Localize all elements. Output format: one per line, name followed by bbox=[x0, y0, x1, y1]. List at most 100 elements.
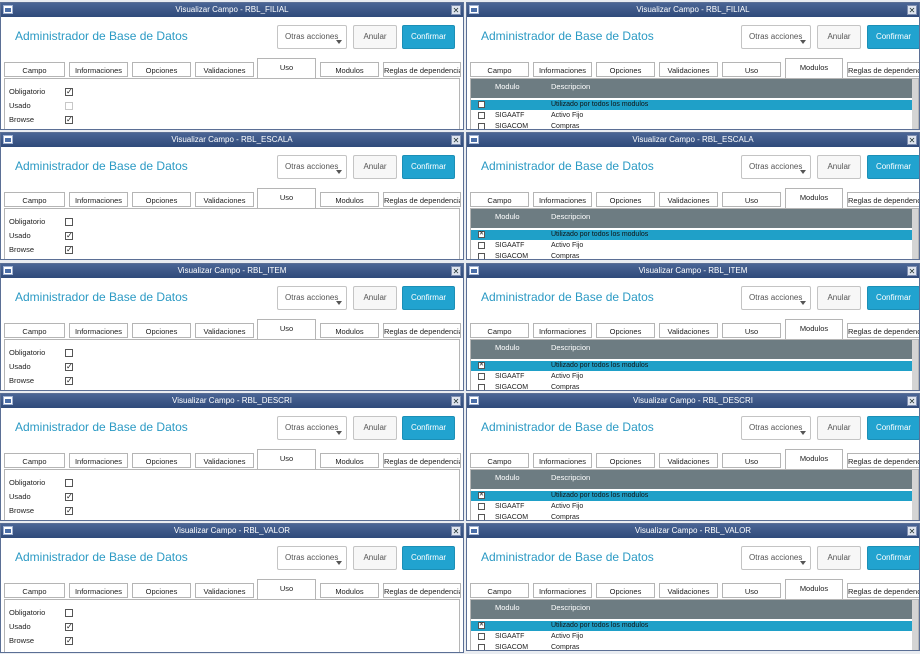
anular-button[interactable]: Anular bbox=[353, 25, 397, 49]
tab-validaciones[interactable]: Validaciones bbox=[195, 62, 254, 77]
otras-acciones-button[interactable]: Otras acciones bbox=[741, 286, 811, 310]
confirmar-button[interactable]: Confirmar bbox=[402, 155, 455, 179]
tab-modulos[interactable]: Modulos bbox=[785, 579, 843, 599]
checkbox-browse[interactable]: ✓ bbox=[65, 376, 73, 385]
table-row[interactable]: SIGACOM Compras bbox=[471, 252, 912, 259]
confirmar-button[interactable]: Confirmar bbox=[867, 155, 919, 179]
tab-opciones[interactable]: Opciones bbox=[132, 453, 191, 468]
close-icon[interactable]: ✕ bbox=[451, 135, 461, 145]
window-menu-icon[interactable] bbox=[3, 526, 13, 535]
tab-campo[interactable]: Campo bbox=[470, 62, 529, 77]
tab-reglas-de-dependencia[interactable]: Reglas de dependencia bbox=[847, 323, 919, 338]
tab-informaciones[interactable]: Informaciones bbox=[69, 192, 128, 207]
table-row[interactable]: SIGAATF Activo Fijo bbox=[471, 632, 912, 642]
window-menu-icon[interactable] bbox=[469, 396, 479, 405]
close-icon[interactable]: ✕ bbox=[451, 526, 461, 536]
otras-acciones-button[interactable]: Otras acciones bbox=[741, 155, 811, 179]
checkbox-obligatorio[interactable] bbox=[65, 349, 73, 357]
anular-button[interactable]: Anular bbox=[817, 25, 861, 49]
anular-button[interactable]: Anular bbox=[817, 155, 861, 179]
tab-validaciones[interactable]: Validaciones bbox=[195, 192, 254, 207]
tab-validaciones[interactable]: Validaciones bbox=[659, 323, 718, 338]
table-row[interactable]: SIGACOM Compras bbox=[471, 122, 912, 129]
tab-modulos[interactable]: Modulos bbox=[320, 192, 379, 207]
confirmar-button[interactable]: Confirmar bbox=[867, 416, 919, 440]
tab-opciones[interactable]: Opciones bbox=[132, 192, 191, 207]
tab-reglas-de-dependencia[interactable]: Reglas de dependencia bbox=[383, 323, 461, 338]
otras-acciones-button[interactable]: Otras acciones bbox=[741, 416, 811, 440]
tab-reglas-de-dependencia[interactable]: Reglas de dependencia bbox=[847, 62, 919, 77]
tab-validaciones[interactable]: Validaciones bbox=[659, 583, 718, 598]
vertical-scrollbar[interactable] bbox=[912, 209, 918, 259]
close-icon[interactable]: ✕ bbox=[907, 5, 917, 15]
confirmar-button[interactable]: Confirmar bbox=[867, 286, 919, 310]
tab-reglas-de-dependencia[interactable]: Reglas de dependencia bbox=[847, 192, 919, 207]
tab-validaciones[interactable]: Validaciones bbox=[195, 583, 254, 598]
table-row[interactable]: SIGAATF Activo Fijo bbox=[471, 111, 912, 121]
row-checkbox[interactable]: ✕ bbox=[478, 622, 485, 629]
tab-reglas-de-dependencia[interactable]: Reglas de dependencia bbox=[383, 583, 461, 598]
checkbox-usado[interactable]: ✓ bbox=[65, 362, 73, 371]
tab-opciones[interactable]: Opciones bbox=[596, 62, 655, 77]
tab-opciones[interactable]: Opciones bbox=[132, 323, 191, 338]
tab-informaciones[interactable]: Informaciones bbox=[533, 453, 592, 468]
row-checkbox[interactable] bbox=[478, 384, 485, 390]
tab-campo[interactable]: Campo bbox=[4, 583, 65, 598]
tab-campo[interactable]: Campo bbox=[4, 323, 65, 338]
tab-campo[interactable]: Campo bbox=[470, 453, 529, 468]
table-row[interactable]: SIGAATF Activo Fijo bbox=[471, 372, 912, 382]
window-menu-icon[interactable] bbox=[469, 5, 479, 14]
window-menu-icon[interactable] bbox=[3, 135, 13, 144]
close-icon[interactable]: ✕ bbox=[451, 266, 461, 276]
confirmar-button[interactable]: Confirmar bbox=[402, 546, 455, 570]
checkbox-browse[interactable]: ✓ bbox=[65, 245, 73, 254]
tab-opciones[interactable]: Opciones bbox=[596, 453, 655, 468]
window-menu-icon[interactable] bbox=[469, 266, 479, 275]
row-checkbox[interactable] bbox=[478, 503, 485, 510]
tab-informaciones[interactable]: Informaciones bbox=[533, 583, 592, 598]
table-row[interactable]: ✕ Utilizado por todos los modulos bbox=[471, 361, 912, 371]
tab-uso[interactable]: Uso bbox=[257, 58, 316, 78]
confirmar-button[interactable]: Confirmar bbox=[867, 25, 919, 49]
otras-acciones-button[interactable]: Otras acciones bbox=[741, 546, 811, 570]
vertical-scrollbar[interactable] bbox=[912, 340, 918, 390]
tab-uso[interactable]: Uso bbox=[722, 62, 781, 77]
table-row[interactable]: ✕ Utilizado por todos los modulos bbox=[471, 491, 912, 501]
otras-acciones-button[interactable]: Otras acciones bbox=[277, 155, 347, 179]
table-row[interactable]: ✕ Utilizado por todos los modulos bbox=[471, 230, 912, 240]
checkbox-obligatorio[interactable] bbox=[65, 218, 73, 226]
tab-uso[interactable]: Uso bbox=[722, 583, 781, 598]
close-icon[interactable]: ✕ bbox=[907, 396, 917, 406]
tab-campo[interactable]: Campo bbox=[470, 323, 529, 338]
confirmar-button[interactable]: Confirmar bbox=[402, 416, 455, 440]
close-icon[interactable]: ✕ bbox=[451, 5, 461, 15]
tab-reglas-de-dependencia[interactable]: Reglas de dependencia bbox=[847, 453, 919, 468]
otras-acciones-button[interactable]: Otras acciones bbox=[277, 25, 347, 49]
tab-modulos[interactable]: Modulos bbox=[320, 62, 379, 77]
tab-campo[interactable]: Campo bbox=[4, 192, 65, 207]
close-icon[interactable]: ✕ bbox=[907, 526, 917, 536]
tab-modulos[interactable]: Modulos bbox=[785, 319, 843, 339]
checkbox-obligatorio[interactable] bbox=[65, 479, 73, 487]
table-row[interactable]: SIGAATF Activo Fijo bbox=[471, 502, 912, 512]
tab-uso[interactable]: Uso bbox=[722, 453, 781, 468]
table-row[interactable]: SIGAATF Activo Fijo bbox=[471, 241, 912, 251]
anular-button[interactable]: Anular bbox=[817, 546, 861, 570]
tab-opciones[interactable]: Opciones bbox=[132, 583, 191, 598]
tab-modulos[interactable]: Modulos bbox=[785, 58, 843, 78]
tab-informaciones[interactable]: Informaciones bbox=[533, 323, 592, 338]
checkbox-usado[interactable]: ✓ bbox=[65, 231, 73, 240]
tab-uso[interactable]: Uso bbox=[722, 323, 781, 338]
table-row[interactable]: SIGACOM Compras bbox=[471, 513, 912, 520]
tab-reglas-de-dependencia[interactable]: Reglas de dependencia bbox=[383, 192, 461, 207]
tab-opciones[interactable]: Opciones bbox=[596, 583, 655, 598]
tab-campo[interactable]: Campo bbox=[4, 62, 65, 77]
tab-informaciones[interactable]: Informaciones bbox=[69, 62, 128, 77]
row-checkbox[interactable] bbox=[478, 644, 485, 650]
row-checkbox[interactable]: ✕ bbox=[478, 231, 485, 238]
tab-uso[interactable]: Uso bbox=[257, 579, 316, 599]
tab-reglas-de-dependencia[interactable]: Reglas de dependencia bbox=[383, 62, 461, 77]
row-checkbox[interactable] bbox=[478, 242, 485, 249]
tab-campo[interactable]: Campo bbox=[470, 192, 529, 207]
anular-button[interactable]: Anular bbox=[817, 416, 861, 440]
